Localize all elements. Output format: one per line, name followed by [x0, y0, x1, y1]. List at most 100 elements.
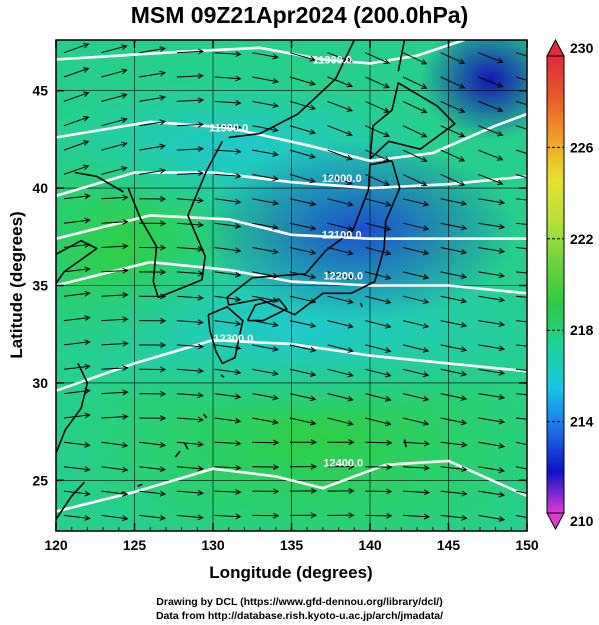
- wind-arrow: [478, 344, 504, 349]
- wind-arrow: [63, 342, 90, 346]
- wind-arrow: [101, 392, 128, 394]
- wind-arrow: [101, 319, 128, 321]
- wind-arrow: [63, 466, 90, 470]
- wind-arrow: [101, 119, 127, 127]
- wind-arrow: [252, 222, 277, 228]
- map-panel: 11900.0 11900.0 12000.0 12100.0 12200.0 12300…: [56, 40, 527, 531]
- wind-arrow: [515, 466, 527, 470]
- wind-arrow: [402, 515, 429, 517]
- wind-arrow: [327, 247, 353, 254]
- wind-arrow: [101, 46, 127, 54]
- wind-arrow: [515, 247, 527, 250]
- wind-arrow: [440, 467, 467, 470]
- height-contours: [56, 40, 527, 531]
- x-tick-label: 120: [44, 537, 68, 553]
- wind-arrow: [515, 222, 527, 225]
- wind-arrow: [365, 467, 391, 468]
- wind-arrow: [214, 491, 241, 492]
- wind-arrow: [214, 198, 241, 203]
- coastline-segment: [403, 439, 407, 448]
- coastline-segment: [397, 40, 406, 72]
- wind-arrow: [63, 244, 90, 248]
- x-tick-label: 145: [437, 537, 461, 553]
- wind-arrow: [478, 125, 502, 136]
- chart-title: MSM 09Z21Apr2024 (200.0hPa): [130, 2, 469, 28]
- coastline-segment: [359, 302, 363, 308]
- y-tick-label: 30: [32, 375, 48, 391]
- wind-arrow: [327, 52, 352, 62]
- wind-arrow: [176, 442, 203, 444]
- wind-arrow: [63, 68, 89, 78]
- wind-arrow: [176, 369, 203, 371]
- wind-arrow: [252, 173, 277, 179]
- wind-arrow: [478, 368, 504, 373]
- wind-arrow: [63, 490, 90, 494]
- wind-arrow: [365, 173, 389, 185]
- wind-arrow: [176, 467, 203, 469]
- wind-arrow: [63, 366, 90, 370]
- wind-arrow: [63, 293, 90, 297]
- wind-arrow: [289, 295, 315, 302]
- wind-arrow: [63, 269, 90, 273]
- wind-arrow: [327, 393, 353, 400]
- wind-arrow: [214, 174, 241, 176]
- wind-arrow: [440, 368, 466, 374]
- wind-arrow: [214, 126, 241, 128]
- colorbar-max-triangle: [546, 38, 565, 57]
- colorbar-tick-label: 226: [570, 139, 594, 155]
- wind-arrow: [289, 271, 315, 278]
- wind-arrow: [515, 295, 527, 298]
- coastline-segment: [56, 481, 85, 520]
- wind-arrow: [63, 514, 90, 518]
- wind-arrow: [365, 222, 390, 229]
- wind-arrow: [289, 76, 315, 84]
- coastline-segment: [228, 40, 356, 139]
- wind-arrow: [478, 441, 504, 446]
- wind-arrow: [365, 320, 390, 327]
- wind-arrow: [63, 93, 89, 102]
- shading-blue-northeast: [420, 40, 527, 140]
- wind-arrow: [402, 247, 428, 254]
- x-tick-label: 140: [358, 537, 382, 553]
- wind-arrow: [289, 247, 315, 254]
- wind-streamlines: [63, 44, 527, 521]
- wind-arrow: [515, 344, 527, 347]
- wind-arrow: [214, 247, 241, 252]
- contour-label: 11900.0: [313, 54, 352, 66]
- wind-arrow: [327, 417, 353, 424]
- wind-arrow: [478, 198, 504, 203]
- colorbar-tick-label: 230: [570, 40, 594, 56]
- y-tick-label: 45: [32, 83, 48, 99]
- contour-label: 12100.0: [322, 230, 362, 242]
- wind-arrow: [101, 168, 127, 175]
- contour-label: 12000.0: [322, 173, 362, 185]
- wind-arrow: [515, 125, 527, 130]
- wind-arrow: [289, 125, 315, 133]
- coastline-segment: [183, 442, 189, 450]
- colorbar-tick-label: 218: [570, 322, 594, 338]
- wind-arrow: [365, 247, 390, 254]
- wind-arrow: [176, 394, 203, 396]
- footer-credit-drawing: Drawing by DCL (https://www.gfd-dennou.o…: [156, 596, 443, 608]
- wind-arrow: [139, 514, 165, 518]
- wind-arrow: [440, 344, 466, 350]
- wind-arrow: [365, 417, 390, 424]
- wind-arrow: [101, 417, 128, 419]
- wind-arrow: [478, 295, 504, 300]
- wind-arrow: [327, 320, 353, 327]
- wind-arrow: [402, 295, 428, 302]
- wind-arrow: [289, 393, 315, 400]
- coastline-segment: [220, 374, 225, 378]
- wind-arrow: [478, 76, 502, 87]
- wind-arrow: [176, 515, 203, 517]
- wind-arrow: [176, 321, 203, 323]
- wind-arrow: [214, 150, 241, 152]
- wind-arrow: [289, 198, 315, 205]
- wind-arrow: [101, 95, 127, 102]
- colorbar-tick-label: 210: [570, 513, 594, 529]
- wind-arrow: [63, 391, 90, 395]
- wind-arrow: [515, 417, 527, 420]
- coastline-segment: [369, 82, 456, 160]
- wind-arrow: [214, 271, 241, 275]
- wind-arrow: [289, 368, 315, 375]
